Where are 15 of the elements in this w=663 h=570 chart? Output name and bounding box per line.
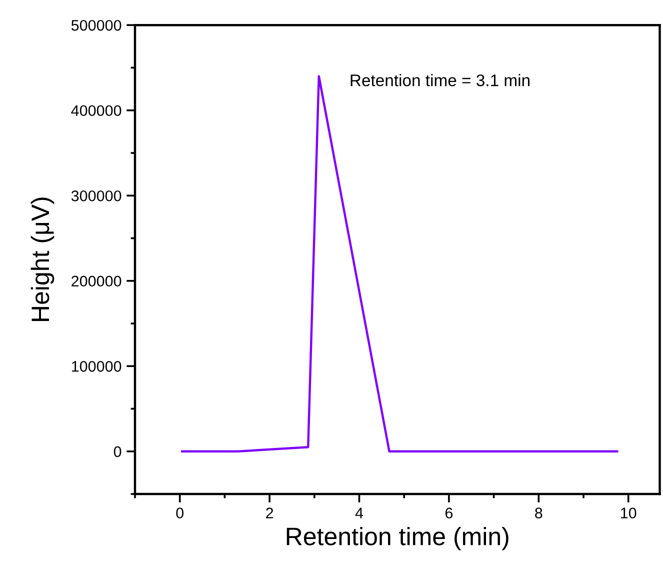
x-axis-title: Retention time (min) [286, 527, 508, 550]
x-tick-label: 2 [266, 508, 274, 518]
y-tick-label: 300000 [71, 190, 122, 202]
x-tick-label: 0 [176, 508, 184, 518]
x-tick-label: 8 [535, 508, 542, 518]
annotation: Retention time = 3.1 min [350, 74, 530, 86]
y-tick-label: 0 [114, 446, 122, 458]
y-tick-label: 100000 [72, 360, 122, 372]
x-tick-label: 10 [621, 508, 636, 518]
y-tick-label: 200000 [72, 276, 122, 287]
x-tick-label: 6 [445, 508, 453, 518]
y-tick-label: 500000 [71, 20, 122, 31]
x-tick-label: 4 [355, 508, 364, 518]
y-tick-label: 400000 [71, 105, 122, 116]
y-axis-title: Height (μV) [30, 198, 54, 321]
